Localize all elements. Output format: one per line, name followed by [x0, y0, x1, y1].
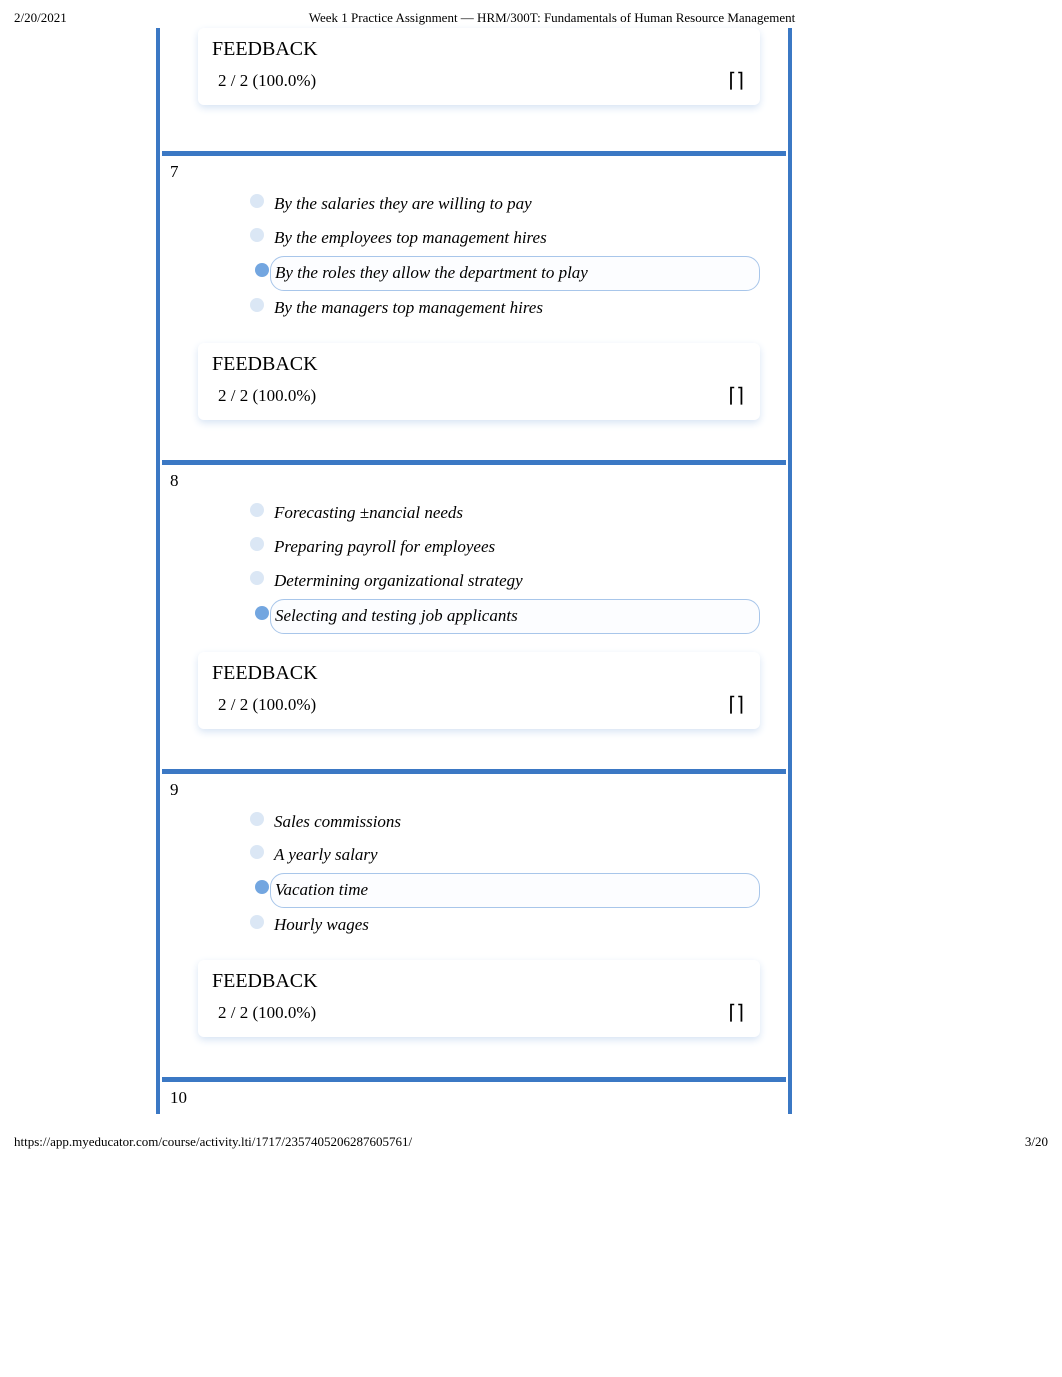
radio-icon — [250, 194, 264, 208]
feedback-heading: FEEDBACK — [198, 652, 760, 691]
footer-page: 3/20 — [1025, 1134, 1048, 1150]
answer-option[interactable]: Hourly wages — [270, 909, 760, 942]
feedback-box: FEEDBACK 2 / 2 (100.0%) ⌈⌉ — [198, 28, 760, 105]
expand-icon[interactable]: ⌈⌉ — [728, 692, 744, 717]
feedback-score: 2 / 2 (100.0%) — [198, 691, 760, 719]
radio-icon — [255, 263, 269, 277]
question-number: 7 — [160, 156, 788, 188]
footer-url: https://app.myeducator.com/course/activi… — [14, 1134, 412, 1149]
page-title: Week 1 Practice Assignment — HRM/300T: F… — [156, 0, 948, 26]
question-number: 10 — [160, 1082, 788, 1114]
option-text: Determining organizational strategy — [274, 571, 523, 590]
answer-option[interactable]: Forecasting ±nancial needs — [270, 497, 760, 530]
answer-option[interactable]: By the managers top management hires — [270, 292, 760, 325]
option-text: Forecasting ±nancial needs — [274, 503, 463, 522]
expand-icon[interactable]: ⌈⌉ — [728, 383, 744, 408]
options-list: Sales commissions A yearly salary Vacation… — [160, 806, 788, 943]
option-text: By the employees top management hires — [274, 228, 547, 247]
option-text: Sales commissions — [274, 812, 401, 831]
radio-icon — [250, 298, 264, 312]
answer-option[interactable]: Vacation time — [270, 873, 760, 908]
answer-option[interactable]: A yearly salary — [270, 839, 760, 872]
answer-option[interactable]: By the roles they allow the department t… — [270, 256, 760, 291]
answer-option[interactable]: Sales commissions — [270, 806, 760, 839]
radio-icon — [250, 228, 264, 242]
radio-icon — [250, 845, 264, 859]
question-block: 9 Sales commissions A yearly salary Vacatio… — [160, 774, 788, 1078]
question-block: 8 Forecasting ±nancial needs Preparing pay… — [160, 465, 788, 769]
option-text: A yearly salary — [274, 845, 378, 864]
feedback-box: FEEDBACK2 / 2 (100.0%)⌈⌉ — [198, 960, 760, 1037]
feedback-box: FEEDBACK2 / 2 (100.0%)⌈⌉ — [198, 343, 760, 420]
options-list: By the salaries they are willing to pay B… — [160, 188, 788, 325]
answer-option[interactable]: Preparing payroll for employees — [270, 531, 760, 564]
answer-option[interactable]: By the salaries they are willing to pay — [270, 188, 760, 221]
feedback-heading: FEEDBACK — [198, 343, 760, 382]
option-text: Vacation time — [275, 880, 368, 899]
option-text: Hourly wages — [274, 915, 369, 934]
feedback-heading: FEEDBACK — [198, 960, 760, 999]
radio-icon — [250, 812, 264, 826]
radio-icon — [255, 880, 269, 894]
option-text: By the roles they allow the department t… — [275, 263, 588, 282]
feedback-heading: FEEDBACK — [198, 28, 760, 67]
option-text: Preparing payroll for employees — [274, 537, 495, 556]
radio-icon — [250, 537, 264, 551]
expand-icon[interactable]: ⌈⌉ — [728, 1000, 744, 1025]
option-text: Selecting and testing job applicants — [275, 606, 518, 625]
feedback-score: 2 / 2 (100.0%) — [198, 999, 760, 1027]
answer-option[interactable]: Determining organizational strategy — [270, 565, 760, 598]
feedback-box: FEEDBACK2 / 2 (100.0%)⌈⌉ — [198, 652, 760, 729]
radio-icon — [255, 606, 269, 620]
page-date: 2/20/2021 — [14, 10, 67, 26]
option-text: By the managers top management hires — [274, 298, 543, 317]
answer-option[interactable]: Selecting and testing job applicants — [270, 599, 760, 634]
question-number: 8 — [160, 465, 788, 497]
question-block: 7By the salaries they are willing to pay… — [160, 156, 788, 460]
radio-icon — [250, 503, 264, 517]
radio-icon — [250, 915, 264, 929]
question-number: 9 — [160, 774, 788, 806]
page-footer: https://app.myeducator.com/course/activi… — [0, 1114, 1062, 1156]
radio-icon — [250, 571, 264, 585]
feedback-score: 2 / 2 (100.0%) — [198, 67, 760, 95]
content-frame: FEEDBACK 2 / 2 (100.0%) ⌈⌉ 7By the salar… — [156, 28, 792, 1114]
option-text: By the salaries they are willing to pay — [274, 194, 532, 213]
answer-option[interactable]: By the employees top management hires — [270, 222, 760, 255]
options-list: Forecasting ±nancial needs Preparing payr… — [160, 497, 788, 634]
expand-icon[interactable]: ⌈⌉ — [728, 68, 744, 93]
feedback-score: 2 / 2 (100.0%) — [198, 382, 760, 410]
